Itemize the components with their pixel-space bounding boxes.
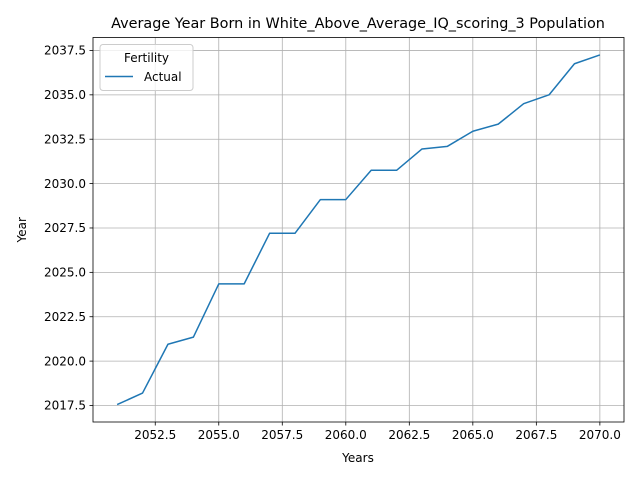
x-tick-label: 2067.5	[515, 428, 557, 442]
x-tick-label: 2052.5	[134, 428, 176, 442]
x-tick-label: 2057.5	[261, 428, 303, 442]
legend-entry-actual: Actual	[144, 70, 182, 84]
y-tick-label: 2027.5	[44, 221, 86, 235]
legend-title: Fertility	[124, 51, 169, 65]
x-tick-label: 2065.0	[452, 428, 494, 442]
y-tick-label: 2020.0	[44, 354, 86, 368]
chart-title: Average Year Born in White_Above_Average…	[111, 16, 605, 32]
y-tick-label: 2032.5	[44, 132, 86, 146]
y-tick-label: 2022.5	[44, 310, 86, 324]
x-tick-label: 2070.0	[579, 428, 621, 442]
y-tick-label: 2025.0	[44, 266, 86, 280]
y-tick-label: 2037.5	[44, 44, 86, 58]
y-tick-label: 2035.0	[44, 88, 86, 102]
y-tick-label: 2030.0	[44, 177, 86, 191]
y-axis-label: Year	[15, 217, 29, 243]
x-tick-label: 2055.0	[198, 428, 240, 442]
x-axis-label: Years	[341, 451, 374, 465]
x-tick-label: 2062.5	[388, 428, 430, 442]
y-axis: 2017.5 2020.0 2022.5 2025.0 2027.5 2030.0 2032…	[44, 44, 93, 413]
y-tick-label: 2017.5	[44, 399, 86, 413]
legend: Fertility Actual	[100, 45, 193, 91]
x-tick-label: 2060.0	[325, 428, 367, 442]
